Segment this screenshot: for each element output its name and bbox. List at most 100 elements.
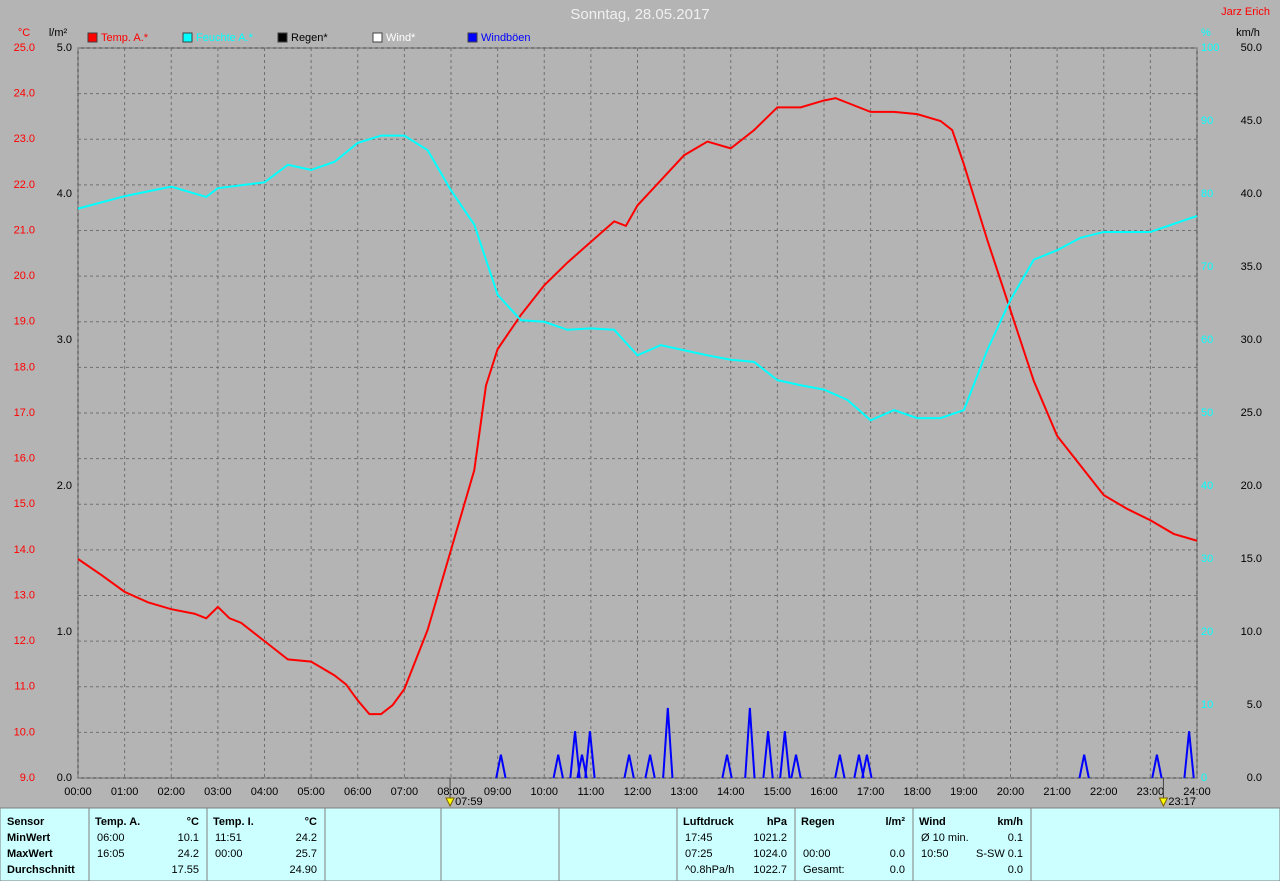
cell-value: 0.1 [1008, 848, 1023, 860]
x-tick-label: 01:00 [111, 786, 139, 798]
cell-value: 1021.2 [753, 832, 787, 844]
legend-swatch [372, 32, 383, 43]
legend-label: Feuchte A.* [196, 32, 254, 44]
cell-value: 24.90 [289, 864, 317, 876]
y-tick-label: 90 [1201, 115, 1213, 127]
series-line [77, 97, 1198, 716]
cell-value: 17.55 [171, 864, 199, 876]
x-tick-label: 17:00 [857, 786, 885, 798]
x-tick-label: 24:00 [1183, 786, 1211, 798]
cell-value: 0.0 [890, 848, 905, 860]
author: Jarz Erich [1221, 6, 1270, 18]
stat-label: Sensor [7, 816, 45, 828]
cell-time: 00:00 [803, 848, 831, 860]
legend-label: Temp. A.* [101, 32, 149, 44]
x-tick-label: 10:00 [530, 786, 558, 798]
y-tick-label: 23.0 [14, 133, 35, 145]
cell-value: 10.1 [178, 832, 199, 844]
y-tick-label: 45.0 [1241, 115, 1262, 127]
y-tick-label: 22.0 [14, 179, 35, 191]
x-tick-label: 23:00 [1137, 786, 1165, 798]
sun-label: 07:59 [455, 796, 483, 808]
cell-value: 0.0 [1008, 864, 1023, 876]
y-tick-label: 70 [1201, 261, 1213, 273]
block-unit: l/m² [885, 816, 905, 828]
block-unit: km/h [997, 816, 1023, 828]
gust-spike [790, 754, 802, 779]
y-tick-label: 50.0 [1241, 42, 1262, 54]
stat-label: MinWert [7, 832, 51, 844]
gust-spike [1078, 754, 1090, 779]
x-tick-label: 20:00 [997, 786, 1025, 798]
gust-spike [1183, 731, 1195, 779]
gust-spike [623, 754, 635, 779]
cell-time: Ø 10 min. [921, 832, 969, 844]
legend-swatch [467, 32, 478, 43]
gust-spike [834, 754, 846, 779]
gust-spike [644, 754, 656, 779]
cell-time: 10:50 [921, 848, 949, 860]
cell-value: 1024.0 [753, 848, 787, 860]
y-tick-label: 12.0 [14, 635, 35, 647]
y-tick-label: 0 [1201, 772, 1207, 784]
y-tick-label: 4.0 [57, 188, 72, 200]
y-tick-label: 30.0 [1241, 334, 1262, 346]
y-tick-label: 14.0 [14, 544, 35, 556]
block-unit: °C [305, 816, 317, 828]
y-tick-label: 10.0 [1241, 626, 1262, 638]
cell-value: 24.2 [296, 832, 317, 844]
x-tick-label: 15:00 [764, 786, 792, 798]
cell-time: Gesamt: [803, 864, 845, 876]
y-tick-label: 30 [1201, 553, 1213, 565]
block-header: Temp. I. [213, 816, 254, 828]
y-tick-label: 3.0 [57, 334, 72, 346]
y-tick-label: 5.0 [57, 42, 72, 54]
y-tick-label: 11.0 [14, 681, 35, 693]
legend-swatch [277, 32, 288, 43]
y-tick-label: 20.0 [1241, 480, 1262, 492]
cell-time: ^0.8hPa/h [685, 864, 734, 876]
x-tick-label: 19:00 [950, 786, 978, 798]
x-tick-label: 21:00 [1043, 786, 1071, 798]
cell-time: 16:05 [97, 848, 125, 860]
gust-spike [779, 731, 791, 779]
y-tick-label: 2.0 [57, 480, 72, 492]
table-panel [0, 807, 1280, 881]
y-tick-label: 17.0 [14, 407, 35, 419]
y-tick-label: 1.0 [57, 626, 72, 638]
gust-spike [861, 754, 873, 779]
series-line [77, 134, 1198, 422]
cell-time: 17:45 [685, 832, 713, 844]
axis-unit: °C [18, 27, 30, 39]
cell-value: 0.0 [890, 864, 905, 876]
y-tick-label: 5.0 [1247, 699, 1262, 711]
y-tick-label: 10.0 [14, 726, 35, 738]
gust-spike [1151, 754, 1163, 779]
sun-icon [445, 797, 455, 808]
axis-unit: l/m² [49, 27, 68, 39]
gust-spike [552, 754, 564, 779]
x-tick-label: 13:00 [670, 786, 698, 798]
x-tick-label: 11:00 [578, 786, 605, 798]
y-tick-label: 25.0 [14, 42, 35, 54]
y-tick-label: 24.0 [14, 88, 35, 100]
y-tick-label: 50 [1201, 407, 1213, 419]
x-tick-label: 18:00 [903, 786, 931, 798]
cell-dir: S-SW [976, 848, 1005, 860]
y-tick-label: 10 [1201, 699, 1213, 711]
sun-label: 23:17 [1168, 796, 1196, 808]
y-tick-label: 21.0 [14, 224, 35, 236]
cell-value: 25.7 [296, 848, 317, 860]
y-tick-label: 15.0 [1241, 553, 1262, 565]
block-header: Temp. A. [95, 816, 140, 828]
y-tick-label: 40.0 [1241, 188, 1262, 200]
y-tick-label: 25.0 [1241, 407, 1262, 419]
cell-value: 0.1 [1008, 832, 1023, 844]
y-tick-label: 40 [1201, 480, 1213, 492]
legend-label: Wind* [386, 32, 416, 44]
y-tick-label: 16.0 [14, 453, 35, 465]
x-tick-label: 14:00 [717, 786, 745, 798]
x-tick-label: 04:00 [251, 786, 279, 798]
gust-spike [853, 754, 865, 779]
